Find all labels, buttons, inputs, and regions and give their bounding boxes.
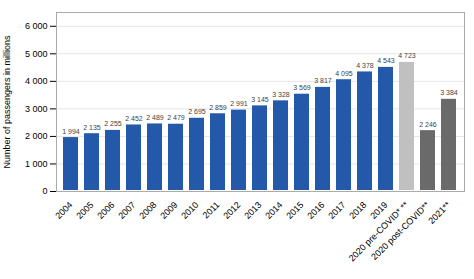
svg-text:2017: 2017: [326, 200, 347, 221]
svg-text:3 328: 3 328: [272, 91, 290, 98]
svg-text:2008: 2008: [137, 200, 158, 221]
svg-text:6 000: 6 000: [25, 21, 48, 31]
svg-text:4 000: 4 000: [25, 76, 48, 86]
svg-text:2020 post-COVID**: 2020 post-COVID**: [369, 199, 432, 262]
svg-text:2 000: 2 000: [25, 131, 48, 141]
svg-text:2018: 2018: [347, 200, 368, 221]
svg-text:2007: 2007: [116, 200, 137, 221]
svg-text:2013: 2013: [242, 200, 263, 221]
svg-text:3 145: 3 145: [251, 96, 269, 103]
svg-text:4 095: 4 095: [335, 70, 353, 77]
svg-text:2021**: 2021**: [426, 199, 453, 226]
svg-text:2 255: 2 255: [104, 120, 122, 127]
svg-text:2016: 2016: [305, 200, 326, 221]
svg-text:2005: 2005: [74, 200, 95, 221]
svg-text:2 489: 2 489: [146, 114, 164, 121]
svg-text:3 569: 3 569: [293, 84, 311, 91]
svg-text:2020 pre-COVID* **: 2020 pre-COVID* **: [346, 199, 411, 264]
svg-text:2 991: 2 991: [230, 100, 248, 107]
svg-text:1 000: 1 000: [25, 159, 48, 169]
svg-text:3 384: 3 384: [440, 89, 458, 96]
svg-text:0: 0: [42, 186, 47, 196]
svg-text:2004: 2004: [53, 200, 74, 221]
svg-text:2 695: 2 695: [188, 108, 206, 115]
svg-text:2011: 2011: [201, 200, 222, 221]
svg-text:2 246: 2 246: [419, 121, 437, 128]
svg-text:2 452: 2 452: [125, 115, 143, 122]
svg-text:2015: 2015: [284, 200, 305, 221]
svg-text:5 000: 5 000: [25, 49, 48, 59]
svg-text:2019: 2019: [368, 199, 390, 221]
svg-text:2009: 2009: [158, 200, 179, 221]
svg-text:4 378: 4 378: [356, 62, 374, 69]
svg-text:3 817: 3 817: [314, 77, 332, 84]
svg-text:4 543: 4 543: [377, 57, 395, 64]
svg-text:2 135: 2 135: [83, 124, 101, 131]
svg-text:1 994: 1 994: [62, 128, 80, 135]
svg-text:Number of passengers in millio: Number of passengers in millions: [2, 35, 12, 169]
svg-text:4 723: 4 723: [398, 52, 416, 59]
svg-text:2006: 2006: [95, 200, 116, 221]
svg-text:2 859: 2 859: [209, 104, 227, 111]
svg-text:2010: 2010: [179, 200, 200, 221]
svg-text:2014: 2014: [263, 200, 284, 221]
svg-text:3 000: 3 000: [25, 104, 48, 114]
svg-text:2 479: 2 479: [167, 114, 185, 121]
svg-text:2012: 2012: [221, 200, 242, 221]
